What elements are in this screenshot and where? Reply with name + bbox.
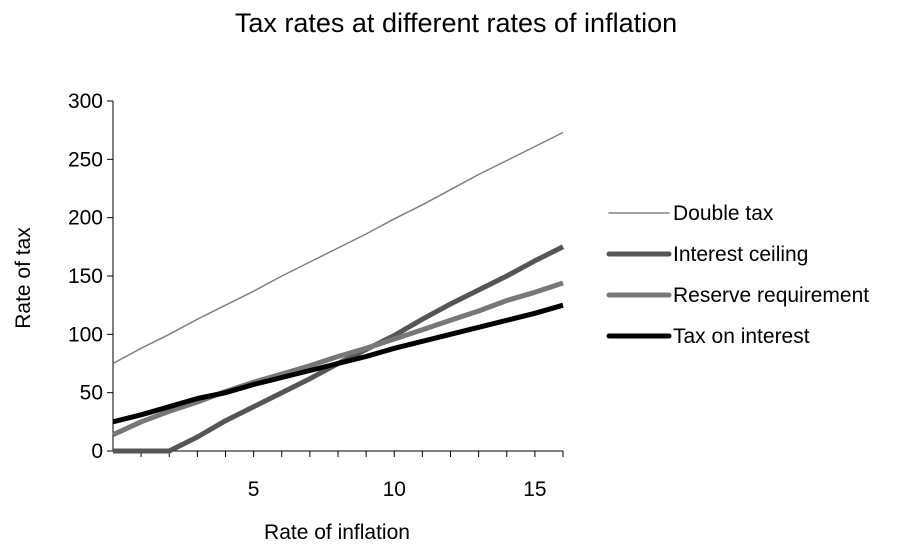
legend-label-tax-on-interest: Tax on interest bbox=[673, 325, 810, 348]
y-axis-title: Rate of tax bbox=[12, 227, 35, 329]
x-tick-label: 10 bbox=[383, 478, 406, 501]
series-lines bbox=[111, 131, 565, 454]
series-line-double-tax bbox=[112, 131, 564, 365]
series-line-reserve-requirement bbox=[111, 280, 564, 437]
y-tick-label: 300 bbox=[68, 90, 103, 113]
y-tick-label: 0 bbox=[91, 440, 103, 463]
y-tick-label: 50 bbox=[80, 382, 103, 405]
legend: Double tax Interest ceiling Reserve requir… bbox=[606, 202, 869, 348]
x-tick-label: 5 bbox=[248, 478, 260, 501]
legend-label-interest-ceiling: Interest ceiling bbox=[673, 243, 808, 266]
axes: 0 50 100 150 200 250 300 5 10 15 bbox=[68, 90, 564, 501]
x-tick-label: 15 bbox=[523, 478, 546, 501]
y-tick-label: 200 bbox=[68, 207, 103, 230]
y-tick-label: 250 bbox=[68, 148, 103, 171]
chart-title: Tax rates at different rates of inflatio… bbox=[234, 8, 678, 38]
legend-label-double-tax: Double tax bbox=[673, 202, 774, 225]
x-axis-title: Rate of inflation bbox=[264, 521, 410, 544]
y-tick-label: 100 bbox=[68, 323, 103, 346]
series-line-interest-ceiling bbox=[113, 244, 565, 454]
legend-label-reserve-requirement: Reserve requirement bbox=[673, 284, 869, 307]
series-line-tax-on-interest bbox=[112, 302, 564, 425]
y-tick-label: 150 bbox=[68, 265, 103, 288]
